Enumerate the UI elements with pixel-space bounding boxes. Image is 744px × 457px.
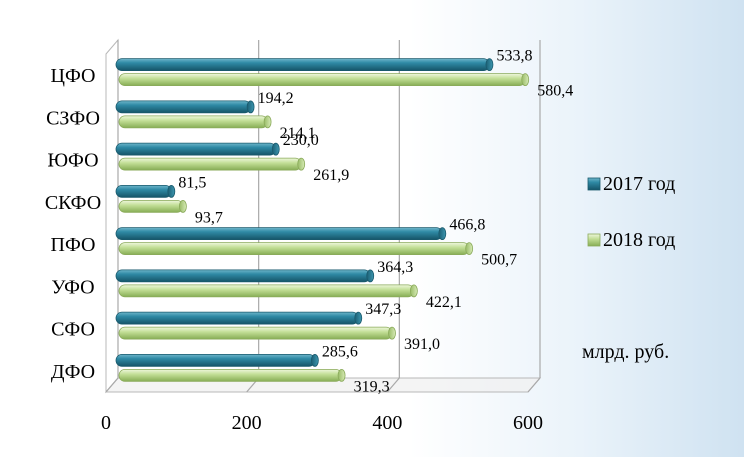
bar-end-cap: [409, 284, 418, 298]
bar-end-cap: [297, 157, 306, 171]
category-label: СФО: [51, 319, 95, 341]
x-tick-label: 600: [513, 412, 543, 434]
data-label: 285,6: [322, 343, 358, 360]
bar-end-cap: [310, 353, 319, 367]
bar-2017: [115, 227, 443, 241]
bar-2018: [118, 199, 184, 213]
bar-2018: [118, 368, 342, 382]
legend: 2017 год 2018 год: [587, 173, 675, 251]
legend-swatch-2018: [587, 233, 601, 247]
bar-end-cap: [438, 227, 447, 241]
data-label: 422,1: [426, 294, 462, 311]
bar-2017: [115, 184, 172, 198]
category-label: ЮФО: [47, 150, 98, 172]
gridline-depth: [527, 377, 541, 393]
side-wall: [105, 38, 119, 394]
legend-label: 2018 год: [603, 229, 675, 251]
data-label: 466,8: [449, 217, 485, 234]
bar-end-cap: [388, 326, 396, 340]
bar-end-cap: [167, 184, 176, 198]
x-tick-label: 200: [232, 412, 262, 434]
bar-2017: [115, 353, 316, 367]
bar-end-cap: [465, 242, 474, 256]
data-label: 580,4: [537, 83, 573, 100]
x-tick-label: 400: [372, 412, 402, 434]
data-label: 261,9: [313, 167, 349, 184]
legend-label: 2017 год: [603, 173, 675, 195]
category-label: СЗФО: [46, 107, 100, 129]
category-label: СКФО: [45, 192, 101, 214]
bar-end-cap: [366, 269, 375, 283]
bar-2017: [115, 142, 277, 156]
data-label: 214,1: [280, 125, 316, 142]
bar-2017: [115, 311, 359, 325]
bar-end-cap: [485, 58, 494, 72]
x-axis-labels: 0 200 400 600: [101, 412, 543, 434]
data-label: 194,2: [258, 90, 294, 107]
bar-2017: [115, 58, 490, 72]
bar-2018: [118, 73, 526, 87]
bar-end-cap: [354, 311, 363, 325]
gridline-depth: [386, 377, 400, 393]
bar-end-cap: [246, 100, 255, 114]
data-label: 347,3: [365, 301, 401, 318]
data-label: 81,5: [178, 174, 206, 191]
bar-end-cap: [263, 115, 272, 129]
unit-note: млрд. руб.: [582, 341, 669, 363]
category-label: УФО: [51, 276, 94, 298]
legend-swatch-2017: [587, 177, 601, 191]
gridline-depth: [105, 377, 119, 393]
bar-2018: [118, 157, 302, 171]
bar-end-cap: [271, 142, 280, 156]
y-axis-labels: ЦФО СЗФО ЮФО СКФО ПФО УФО СФО ДФО: [45, 65, 101, 383]
bar-end-cap: [521, 73, 530, 87]
bar-2017: [115, 269, 371, 283]
bar-group: [115, 58, 530, 382]
bar-end-cap: [179, 199, 187, 213]
bar-2018: [118, 284, 415, 298]
bar-2018: [118, 326, 393, 340]
data-label: 230,0: [283, 132, 319, 149]
data-label: 319,3: [354, 378, 390, 395]
category-label: ПФО: [51, 234, 96, 256]
bar-2017: [115, 100, 251, 114]
data-label: 364,3: [377, 259, 413, 276]
bar-2018: [118, 242, 470, 256]
category-label: ДФО: [51, 361, 95, 383]
bar-2018: [118, 115, 268, 129]
bar-end-cap: [337, 368, 346, 382]
data-label: 391,0: [404, 336, 440, 353]
x-tick-label: 0: [101, 412, 111, 434]
data-label: 93,7: [195, 209, 223, 226]
data-label: 500,7: [481, 252, 517, 269]
category-label: ЦФО: [51, 65, 96, 87]
data-label: 533,8: [496, 48, 532, 65]
